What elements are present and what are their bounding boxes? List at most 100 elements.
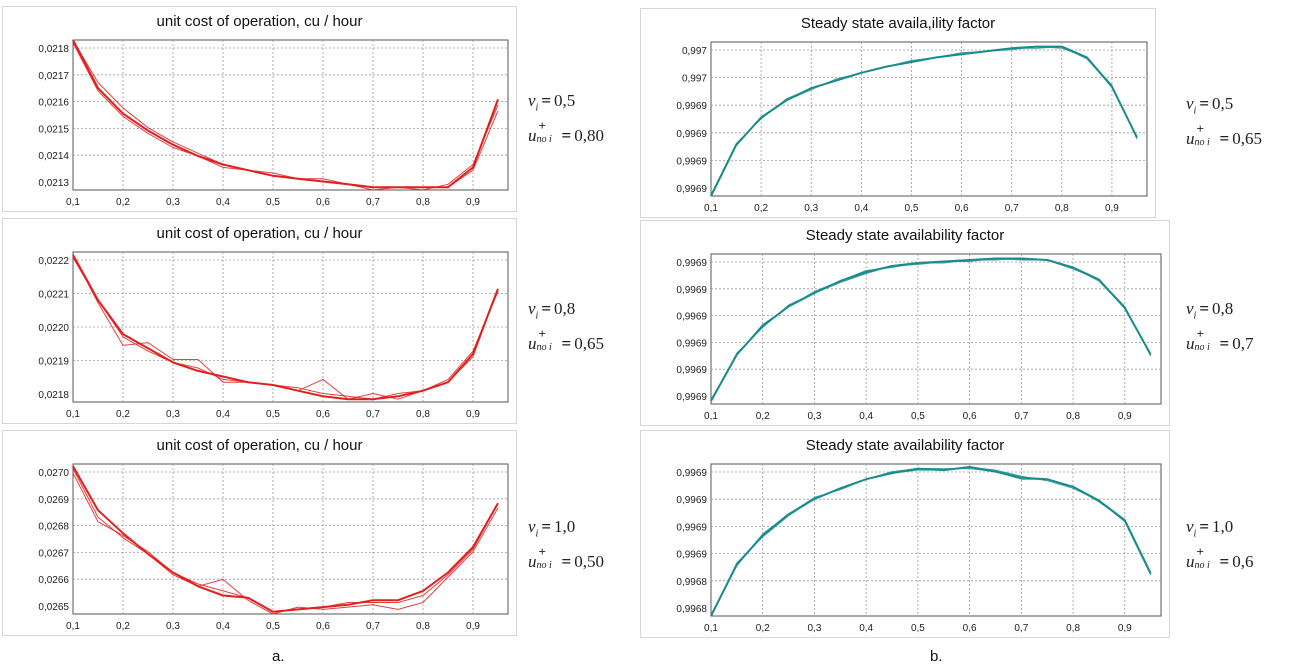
x-tick-label: 0,7 [1005, 203, 1019, 214]
chart-title: Steady state availability factor [805, 437, 1005, 454]
x-tick-label: 0,2 [116, 409, 130, 420]
param-v-line: vi = 1,0 [528, 517, 576, 540]
y-tick-label: 0,997 [682, 74, 707, 85]
x-tick-label: 0,2 [116, 621, 130, 632]
y-tick-label: 0,9969 [676, 129, 707, 140]
chart-title: unit cost of operation, cu / hour [156, 13, 363, 30]
y-tick-label: 0,9969 [676, 338, 707, 349]
x-tick-label: 0,8 [1066, 411, 1080, 422]
y-tick-label: 0,9969 [676, 184, 707, 195]
param-v-line: vi = 0,8 [1186, 299, 1234, 322]
x-tick-label: 0,9 [466, 197, 480, 208]
x-tick-label: 0,9 [1105, 203, 1119, 214]
series-line [72, 257, 499, 400]
param-v-line: vi = 0,5 [1186, 94, 1234, 117]
y-tick-label: 0,0265 [38, 602, 69, 613]
x-tick-label: 0,2 [756, 623, 770, 634]
y-tick-label: 0,0222 [38, 256, 69, 267]
chart-title: unit cost of operation, cu / hour [156, 437, 363, 454]
cost-chart-3: unit cost of operation, cu / hour 0,1 0,2… [2, 430, 517, 636]
param-u-line: u + no i = 0,65 [1186, 121, 1262, 149]
availability-chart-2: Steady state availability factor 0,1 0,2 0… [640, 220, 1170, 426]
param-u-line: u + no i = 0,80 [528, 118, 604, 146]
chart-svg: 0,1 0,2 0,3 0,4 0,5 0,6 0,7 0,8 0,9 0,9969 0,9969 0… [676, 463, 1162, 634]
series-line [72, 472, 499, 613]
x-tick-label: 0,5 [266, 621, 280, 632]
x-tick-label: 0,7 [366, 197, 380, 208]
param-u-line: u + no i = 0,7 [1186, 326, 1254, 354]
param-u-line: u + no i = 0,65 [528, 326, 604, 354]
y-tick-label: 0,9969 [676, 156, 707, 167]
param-v-line: vi = 1,0 [1186, 517, 1234, 540]
x-tick-label: 0,6 [316, 409, 330, 420]
chart-svg: 0,1 0,2 0,3 0,4 0,5 0,6 0,7 0,8 0,9 0,0222 0,0221 0… [38, 251, 509, 420]
x-tick-label: 0,9 [1118, 623, 1132, 634]
x-tick-label: 0,3 [807, 623, 821, 634]
chart-svg: 0,1 0,2 0,3 0,4 0,5 0,6 0,7 0,8 0,9 0,0218 0,0217 0… [38, 39, 509, 208]
x-tick-label: 0,2 [116, 197, 130, 208]
y-tick-label: 0,997 [682, 46, 707, 57]
availability-chart-3: Steady state availability factor 0,1 0,2 0… [640, 430, 1170, 638]
series-line [710, 46, 1138, 197]
param-block-1: vi = 0,5 u + no i = 0,80 [528, 92, 604, 146]
x-tick-label: 0,3 [166, 621, 180, 632]
caption-b: b. [930, 648, 943, 665]
chart-title: Steady state availa,ility factor [800, 15, 996, 32]
param-block-5: vi = 0,8 u + no i = 0,7 [1186, 299, 1254, 354]
chart-svg: 0,1 0,2 0,3 0,4 0,5 0,6 0,7 0,8 0,9 0,9969 0,9969 0… [676, 253, 1162, 422]
y-tick-label: 0,0218 [38, 44, 69, 55]
x-tick-label: 0,9 [466, 621, 480, 632]
x-tick-label: 0,1 [66, 621, 80, 632]
x-tick-label: 0,3 [804, 203, 818, 214]
param-block-2: vi = 0,8 u + no i = 0,65 [528, 300, 604, 354]
y-tick-label: 0,9969 [676, 285, 707, 296]
x-tick-label: 0,5 [911, 411, 925, 422]
x-tick-label: 0,8 [1066, 623, 1080, 634]
plot-area [710, 253, 1162, 405]
x-tick-label: 0,2 [756, 411, 770, 422]
x-tick-label: 0,5 [911, 623, 925, 634]
y-tick-label: 0,0267 [38, 548, 69, 559]
cost-chart-2: unit cost of operation, cu / hour 0,1 0,2… [2, 218, 517, 424]
y-tick-label: 0,9969 [676, 312, 707, 323]
y-tick-label: 0,9969 [676, 550, 707, 561]
x-tick-label: 0,7 [366, 409, 380, 420]
y-tick-label: 0,9969 [676, 522, 707, 533]
series-line [710, 46, 1138, 195]
x-tick-label: 0,4 [854, 203, 868, 214]
y-tick-label: 0,0214 [38, 151, 69, 162]
x-tick-label: 0,3 [166, 197, 180, 208]
series-line [72, 39, 499, 191]
x-tick-label: 0,4 [216, 409, 230, 420]
x-tick-label: 0,2 [754, 203, 768, 214]
x-tick-label: 0,4 [216, 197, 230, 208]
plot-area [710, 41, 1148, 197]
x-tick-label: 0,5 [905, 203, 919, 214]
chart-title: Steady state availability factor [805, 227, 1005, 244]
series-line [710, 258, 1152, 400]
y-tick-label: 0,9969 [676, 495, 707, 506]
x-tick-label: 0,1 [704, 411, 718, 422]
y-tick-label: 0,9969 [676, 468, 707, 479]
x-tick-label: 0,6 [963, 411, 977, 422]
x-tick-label: 0,3 [807, 411, 821, 422]
x-tick-label: 0,8 [1055, 203, 1069, 214]
x-tick-label: 0,5 [266, 197, 280, 208]
y-tick-label: 0,0269 [38, 495, 69, 506]
series-line [72, 42, 499, 191]
x-tick-label: 0,7 [1014, 623, 1028, 634]
x-tick-label: 0,7 [366, 621, 380, 632]
y-tick-label: 0,9968 [676, 577, 707, 588]
x-tick-label: 0,9 [1118, 411, 1132, 422]
y-tick-label: 0,0215 [38, 124, 69, 135]
param-block-6: vi = 1,0 u + no i = 0,6 [1186, 517, 1253, 571]
param-u-line: u + no i = 0,50 [528, 544, 604, 572]
y-tick-label: 0,9969 [676, 258, 707, 269]
chart-svg: 0,1 0,2 0,3 0,4 0,5 0,6 0,7 0,8 0,9 0,0270 0,0269 0… [38, 463, 509, 632]
x-tick-label: 0,4 [859, 411, 873, 422]
y-tick-label: 0,9969 [676, 392, 707, 403]
param-block-3: vi = 1,0 u + no i = 0,50 [528, 517, 604, 572]
y-tick-label: 0,0219 [38, 357, 69, 368]
x-tick-label: 0,1 [704, 203, 718, 214]
y-tick-label: 0,0221 [38, 290, 69, 301]
